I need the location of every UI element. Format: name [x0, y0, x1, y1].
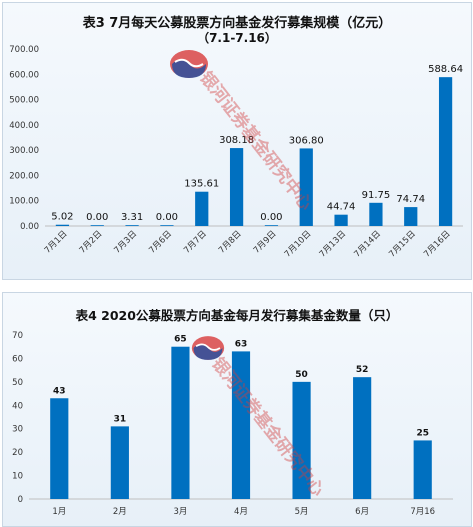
y-tick-label: 500.00 — [9, 96, 39, 106]
data-label: 74.74 — [396, 194, 425, 205]
y-tick-label: 60 — [12, 354, 23, 364]
bar — [50, 398, 69, 499]
bar — [171, 346, 190, 499]
chart-monthly-count: 0 10 20 30 40 50 60 70 43 1月 31 2月 65 3月 63 4月 50 5月 52 6月 2… — [12, 331, 453, 517]
galaxy-logo-icon — [170, 50, 208, 78]
x-tick-label: 7月14日 — [352, 229, 383, 260]
data-label: 43 — [53, 386, 66, 396]
y-tick-label: 200.00 — [9, 171, 39, 181]
data-label: 5.02 — [51, 212, 73, 223]
bar — [229, 148, 244, 226]
bar — [292, 381, 311, 499]
data-label: 306.80 — [289, 135, 324, 146]
y-tick-label: 70 — [12, 331, 23, 341]
data-label: 3.31 — [121, 212, 143, 223]
x-tick-label: 3月 — [173, 507, 187, 517]
bar — [413, 440, 432, 499]
bar — [404, 207, 418, 226]
x-tick-label: 7月6日 — [147, 229, 174, 256]
y-tick-label: 50 — [12, 378, 23, 388]
bar — [160, 225, 174, 226]
data-label: 0.00 — [156, 212, 178, 223]
y-tick-label: 0.00 — [20, 222, 39, 232]
chart-panel-monthly: 表4 2020公募股票方向基金每月发行募集基金数量（只） 0 10 20 30 40 50… — [2, 292, 472, 527]
x-tick-label: 4月 — [234, 507, 248, 517]
x-tick-label: 7月3日 — [112, 229, 139, 256]
bar — [110, 426, 129, 499]
data-label: 31 — [114, 414, 127, 424]
chart-daily-issuance: 0.00 100.00 200.00 300.00 400.00 500.00 600.00… — [9, 45, 463, 260]
bar — [55, 224, 70, 226]
chart-title: 表3 7月每天公募股票方向基金发行募集规模（亿元） — [82, 16, 392, 31]
bar — [125, 225, 139, 226]
data-label: 52 — [356, 365, 369, 375]
x-tick-label: 7月16日 — [422, 229, 453, 260]
x-tick-label: 7月13日 — [318, 229, 349, 260]
x-tick-label: 7月8日 — [217, 229, 244, 256]
y-tick-label: 600.00 — [9, 70, 39, 80]
y-tick-label: 100.00 — [9, 197, 39, 207]
data-label: 25 — [416, 428, 429, 438]
y-tick-label: 0 — [18, 495, 23, 505]
bar — [369, 202, 383, 226]
y-tick-label: 300.00 — [9, 146, 39, 156]
bar — [231, 351, 251, 499]
bar — [264, 225, 279, 226]
y-tick-label: 10 — [12, 472, 23, 482]
data-label: 63 — [235, 339, 248, 349]
chart-panel-daily: 表3 7月每天公募股票方向基金发行募集规模（亿元） （7.1-7.16） 0.0… — [2, 2, 472, 280]
x-tick-label: 7月16 — [410, 507, 435, 517]
y-tick-label: 20 — [12, 448, 23, 458]
bar — [90, 225, 104, 226]
data-label: 44.74 — [327, 202, 356, 213]
data-label: 588.64 — [428, 64, 463, 75]
y-tick-label: 40 — [12, 401, 23, 411]
x-tick-label: 7月9日 — [252, 229, 279, 256]
x-tick-label: 5月 — [295, 507, 309, 517]
data-label: 0.00 — [86, 212, 108, 223]
data-label: 65 — [174, 335, 187, 345]
bar — [438, 77, 453, 226]
y-tick-label: 700.00 — [9, 45, 39, 55]
chart-title: 表4 2020公募股票方向基金每月发行募集基金数量（只） — [75, 308, 399, 323]
data-label: 91.75 — [362, 190, 391, 201]
galaxy-logo-icon — [191, 336, 225, 360]
data-label: 135.61 — [184, 179, 219, 190]
x-tick-label: 7月10日 — [283, 229, 314, 260]
x-tick-label: 7月7日 — [182, 229, 209, 256]
data-label: 308.18 — [219, 135, 254, 146]
bar — [353, 377, 372, 499]
data-label: 50 — [295, 370, 308, 380]
x-tick-label: 7月1日 — [43, 229, 70, 256]
data-label: 0.00 — [260, 212, 282, 223]
x-tick-label: 7月2日 — [78, 229, 105, 256]
x-tick-label: 7月15日 — [387, 229, 418, 260]
bar — [334, 214, 348, 226]
bar — [299, 148, 313, 226]
chart-subtitle: （7.1-7.16） — [197, 31, 277, 45]
x-tick-label: 6月 — [355, 507, 369, 517]
x-tick-label: 1月 — [52, 507, 66, 517]
x-tick-label: 2月 — [113, 507, 127, 517]
y-tick-label: 400.00 — [9, 121, 39, 131]
bar — [195, 191, 209, 226]
y-tick-label: 30 — [12, 425, 23, 435]
